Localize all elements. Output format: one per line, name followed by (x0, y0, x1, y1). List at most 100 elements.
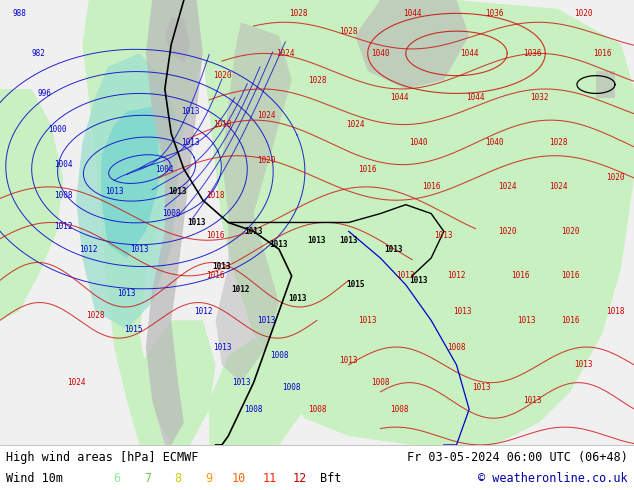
Text: 1013: 1013 (574, 360, 593, 369)
Text: 1013: 1013 (523, 396, 542, 405)
Text: 1016: 1016 (593, 49, 612, 58)
Text: 1036: 1036 (485, 9, 504, 18)
Text: 1020: 1020 (561, 227, 580, 236)
Text: 1013: 1013 (339, 356, 358, 365)
Text: 1044: 1044 (403, 9, 422, 18)
Text: 1040: 1040 (409, 138, 428, 147)
Polygon shape (82, 0, 203, 445)
Text: 1013: 1013 (117, 289, 136, 298)
Text: Bft: Bft (320, 472, 341, 485)
Text: 1024: 1024 (346, 120, 365, 129)
Text: 1024: 1024 (67, 378, 86, 387)
Polygon shape (139, 320, 216, 445)
Text: 1013: 1013 (453, 307, 472, 316)
Text: 1016: 1016 (206, 231, 225, 240)
Text: High wind areas [hPa] ECMWF: High wind areas [hPa] ECMWF (6, 451, 198, 464)
Text: 1024: 1024 (548, 182, 567, 192)
Text: 1020: 1020 (257, 156, 276, 165)
Text: 1013: 1013 (384, 245, 403, 254)
Text: 1013: 1013 (517, 316, 536, 325)
Text: 1008: 1008 (244, 405, 263, 414)
Text: 8: 8 (174, 472, 182, 485)
Text: 6: 6 (113, 472, 121, 485)
Text: 1008: 1008 (307, 405, 327, 414)
Text: 1040: 1040 (371, 49, 390, 58)
Text: 1028: 1028 (339, 26, 358, 36)
Text: 1004: 1004 (155, 165, 174, 173)
Text: 1013: 1013 (434, 231, 453, 240)
Text: 1036: 1036 (523, 49, 542, 58)
Text: 1012: 1012 (193, 307, 212, 316)
Text: 1016: 1016 (561, 271, 580, 280)
Text: 1008: 1008 (371, 378, 390, 387)
Polygon shape (216, 22, 292, 383)
Text: 982: 982 (31, 49, 45, 58)
Text: 1012: 1012 (79, 245, 98, 254)
Text: 7: 7 (144, 472, 152, 485)
Polygon shape (146, 0, 203, 445)
Polygon shape (165, 18, 190, 62)
Text: 1012: 1012 (447, 271, 466, 280)
Text: 1044: 1044 (466, 94, 485, 102)
Text: 1024: 1024 (276, 49, 295, 58)
Text: 1013: 1013 (231, 378, 250, 387)
Text: 1013: 1013 (288, 294, 307, 303)
Text: 1020: 1020 (212, 71, 231, 80)
Polygon shape (209, 338, 304, 445)
Text: 1013: 1013 (339, 236, 358, 245)
Text: 1040: 1040 (485, 138, 504, 147)
Text: 1028: 1028 (86, 311, 105, 320)
Text: 1013: 1013 (105, 187, 124, 196)
Text: Fr 03-05-2024 06:00 UTC (06+48): Fr 03-05-2024 06:00 UTC (06+48) (407, 451, 628, 464)
Text: 1028: 1028 (307, 75, 327, 85)
Text: 996: 996 (37, 89, 51, 98)
Polygon shape (0, 89, 63, 320)
Text: 1013: 1013 (168, 187, 187, 196)
Polygon shape (203, 0, 634, 445)
Text: 1013: 1013 (244, 227, 263, 236)
Text: 1020: 1020 (605, 173, 624, 182)
Text: 1016: 1016 (358, 165, 377, 173)
Polygon shape (596, 71, 615, 98)
Text: 9: 9 (205, 472, 212, 485)
Text: 1012: 1012 (231, 285, 250, 294)
Text: 1008: 1008 (282, 383, 301, 392)
Text: 1018: 1018 (212, 120, 231, 129)
Text: 12: 12 (293, 472, 307, 485)
Text: 1013: 1013 (269, 240, 288, 249)
Text: 1008: 1008 (162, 209, 181, 218)
Text: 1016: 1016 (561, 316, 580, 325)
Text: 1028: 1028 (548, 138, 567, 147)
Text: 1016: 1016 (510, 271, 529, 280)
Text: 1013: 1013 (472, 383, 491, 392)
Text: 1013: 1013 (187, 218, 206, 227)
Text: 1013: 1013 (358, 316, 377, 325)
Text: 1018: 1018 (206, 191, 225, 200)
Text: 1015: 1015 (346, 280, 365, 289)
Text: 10: 10 (232, 472, 246, 485)
Text: 1028: 1028 (288, 9, 307, 18)
Text: 1024: 1024 (498, 182, 517, 192)
Text: 1024: 1024 (257, 111, 276, 120)
Polygon shape (101, 107, 158, 258)
Polygon shape (76, 53, 178, 329)
Text: 1008: 1008 (447, 343, 466, 351)
Text: 1013: 1013 (212, 343, 231, 351)
Text: 1008: 1008 (390, 405, 409, 414)
Text: 1020: 1020 (498, 227, 517, 236)
Text: 1013: 1013 (181, 107, 200, 116)
Text: Wind 10m: Wind 10m (6, 472, 63, 485)
Text: 1012: 1012 (54, 222, 73, 231)
Text: 1018: 1018 (605, 307, 624, 316)
Text: 1015: 1015 (124, 325, 143, 334)
Text: 1013: 1013 (257, 316, 276, 325)
Text: 1016: 1016 (206, 271, 225, 280)
Text: 1013: 1013 (212, 263, 231, 271)
Text: 1044: 1044 (460, 49, 479, 58)
Text: 1013: 1013 (409, 276, 428, 285)
Text: © weatheronline.co.uk: © weatheronline.co.uk (478, 472, 628, 485)
Text: 988: 988 (12, 9, 26, 18)
Text: 1020: 1020 (574, 9, 593, 18)
Text: 1008: 1008 (54, 191, 73, 200)
Text: 1000: 1000 (48, 124, 67, 134)
